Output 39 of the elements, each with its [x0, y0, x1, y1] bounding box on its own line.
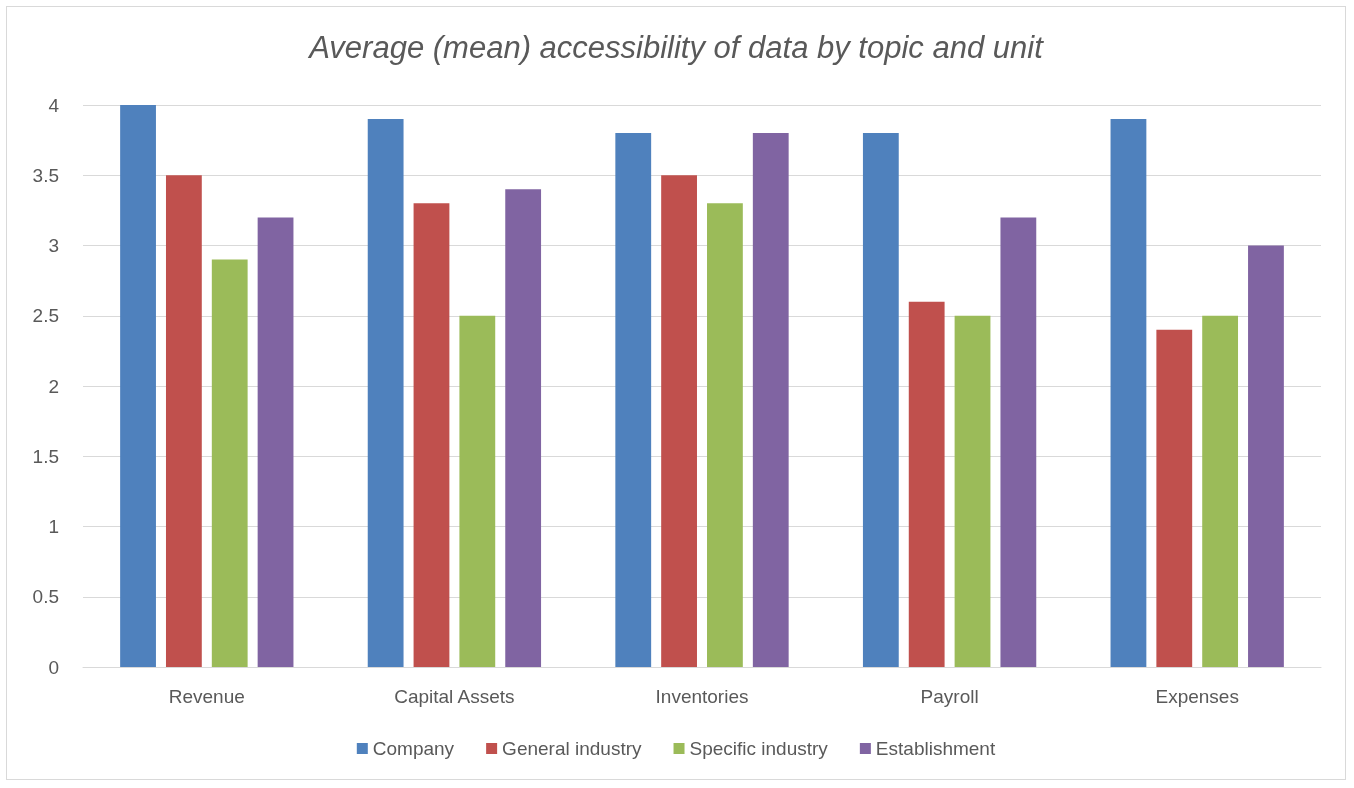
- legend-label: Establishment: [875, 738, 996, 759]
- bar: [1110, 119, 1147, 667]
- bar: [752, 133, 789, 667]
- bar: [707, 203, 743, 667]
- bar: [211, 259, 248, 667]
- bar: [257, 217, 294, 667]
- y-tick-label: 1.5: [32, 445, 59, 467]
- y-tick-label: 2: [48, 375, 59, 397]
- bar: [661, 175, 697, 667]
- y-tick-label: 1: [48, 516, 59, 537]
- y-tick-label: 0.5: [32, 586, 59, 608]
- legend-label: General industry: [502, 738, 643, 759]
- bar: [862, 133, 899, 667]
- bar: [615, 133, 652, 667]
- y-tick-label: 3.5: [32, 164, 59, 186]
- y-tick-label: 3: [48, 235, 59, 256]
- bar: [1202, 315, 1239, 667]
- x-tick-label: Inventories: [655, 686, 749, 707]
- bar: [459, 315, 496, 667]
- bar: [908, 301, 945, 667]
- x-tick-label: Revenue: [168, 686, 245, 707]
- bar: [505, 189, 542, 667]
- bar: [954, 315, 991, 667]
- y-tick-label: 2.5: [32, 305, 59, 327]
- legend-label: Company: [372, 738, 455, 759]
- chart-title: Average (mean) accessibility of data by topic and unit: [307, 30, 1045, 65]
- bar: [1248, 245, 1284, 667]
- y-tick-label: 0: [48, 656, 59, 678]
- y-tick-label: 4: [48, 94, 60, 116]
- bar: [1156, 329, 1193, 667]
- bar: [367, 119, 404, 667]
- bar: [120, 105, 156, 667]
- x-tick-label: Payroll: [920, 686, 979, 707]
- bar: [165, 175, 202, 667]
- legend-label: Specific industry: [689, 738, 829, 759]
- x-tick-label: Capital Assets: [394, 686, 515, 707]
- x-tick-label: Expenses: [1155, 686, 1239, 707]
- bar: [1000, 217, 1037, 667]
- bar: [413, 203, 450, 667]
